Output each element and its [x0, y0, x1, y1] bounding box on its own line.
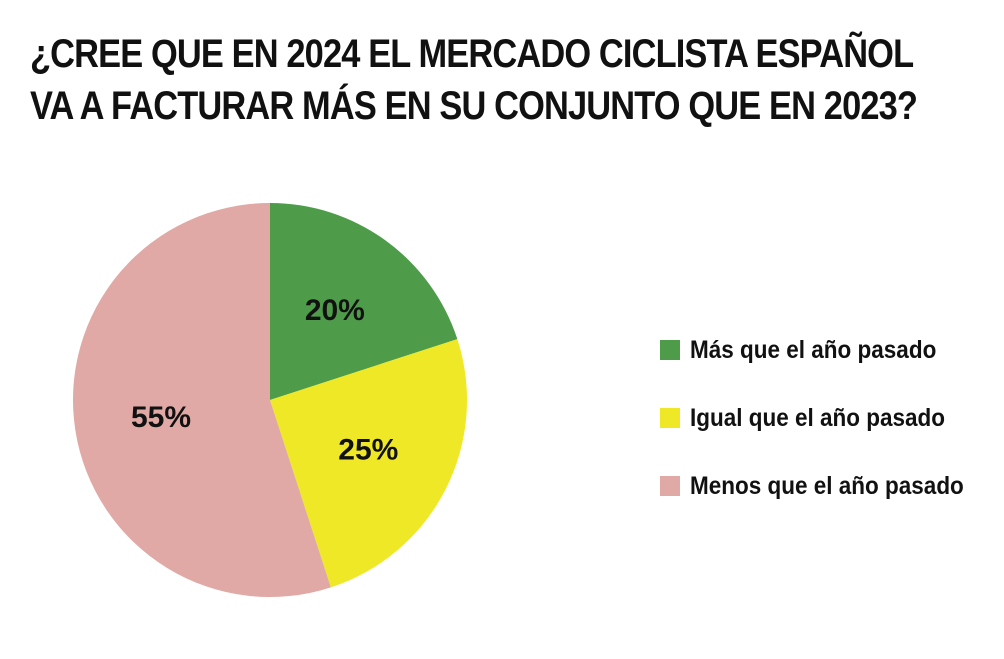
legend-item-igual: Igual que el año pasado: [660, 384, 994, 452]
pie-slice-menos: [73, 203, 331, 597]
chart-legend: Más que el año pasado Igual que el año p…: [660, 316, 994, 520]
pie-label-mas: 20%: [305, 294, 365, 327]
chart-title-line-2: VA A FACTURAR MÁS EN SU CONJUNTO QUE EN …: [30, 84, 918, 128]
legend-item-menos: Menos que el año pasado: [660, 452, 994, 520]
chart-title-line-1: ¿CREE QUE EN 2024 EL MERCADO CICLISTA ES…: [30, 32, 914, 76]
legend-swatch-menos: [660, 476, 680, 496]
chart-title: ¿CREE QUE EN 2024 EL MERCADO CICLISTA ES…: [30, 28, 918, 132]
legend-label-mas: Más que el año pasado: [690, 335, 937, 364]
pie-label-menos: 55%: [131, 401, 191, 434]
pie-slice-mas: [270, 203, 458, 400]
pie-slice-igual: [270, 339, 467, 588]
legend-label-menos: Menos que el año pasado: [690, 471, 964, 500]
pie-label-igual: 25%: [338, 434, 398, 467]
legend-item-mas: Más que el año pasado: [660, 316, 994, 384]
legend-swatch-igual: [660, 408, 680, 428]
legend-label-igual: Igual que el año pasado: [690, 403, 946, 432]
legend-swatch-mas: [660, 340, 680, 360]
